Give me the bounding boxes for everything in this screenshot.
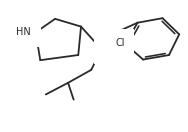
Text: Cl: Cl (115, 38, 125, 48)
Text: N: N (104, 44, 111, 54)
Text: HN: HN (16, 27, 31, 37)
